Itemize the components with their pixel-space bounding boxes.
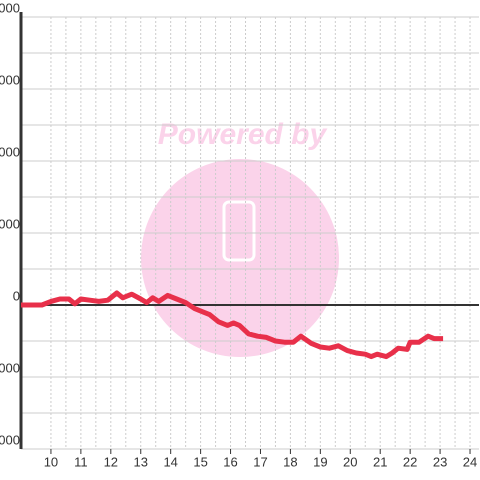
y-tick-label: 6,000	[0, 144, 20, 159]
x-tick-label: 12	[104, 454, 118, 469]
y-tick-label: -6,000	[0, 432, 20, 447]
data-line	[21, 290, 444, 360]
x-tick-label: 18	[283, 454, 297, 469]
y-tick-label: 9,000	[0, 72, 20, 87]
x-tick-label: 17	[253, 454, 267, 469]
x-tick-label: 11	[74, 454, 88, 469]
x-tick-label: 14	[163, 454, 177, 469]
x-tick-label: 13	[134, 454, 148, 469]
x-tick-label: 15	[193, 454, 207, 469]
y-tick-label: 3,000	[0, 216, 20, 231]
x-tick-label: 19	[313, 454, 327, 469]
watermark-text: Powered by	[158, 118, 328, 151]
x-tick-label: 20	[343, 454, 357, 469]
y-tick-label: 0	[13, 288, 20, 303]
x-tick-label: 21	[373, 454, 387, 469]
y-tick-label: 12,000	[0, 0, 20, 15]
x-tick-label: 22	[403, 454, 417, 469]
x-tick-label: 23	[433, 454, 447, 469]
watermark-icon	[222, 200, 256, 262]
x-tick-label: 16	[223, 454, 237, 469]
y-tick-label: -3,000	[0, 360, 20, 375]
x-tick-label: 10	[44, 454, 58, 469]
x-tick-label: 24	[463, 454, 477, 469]
